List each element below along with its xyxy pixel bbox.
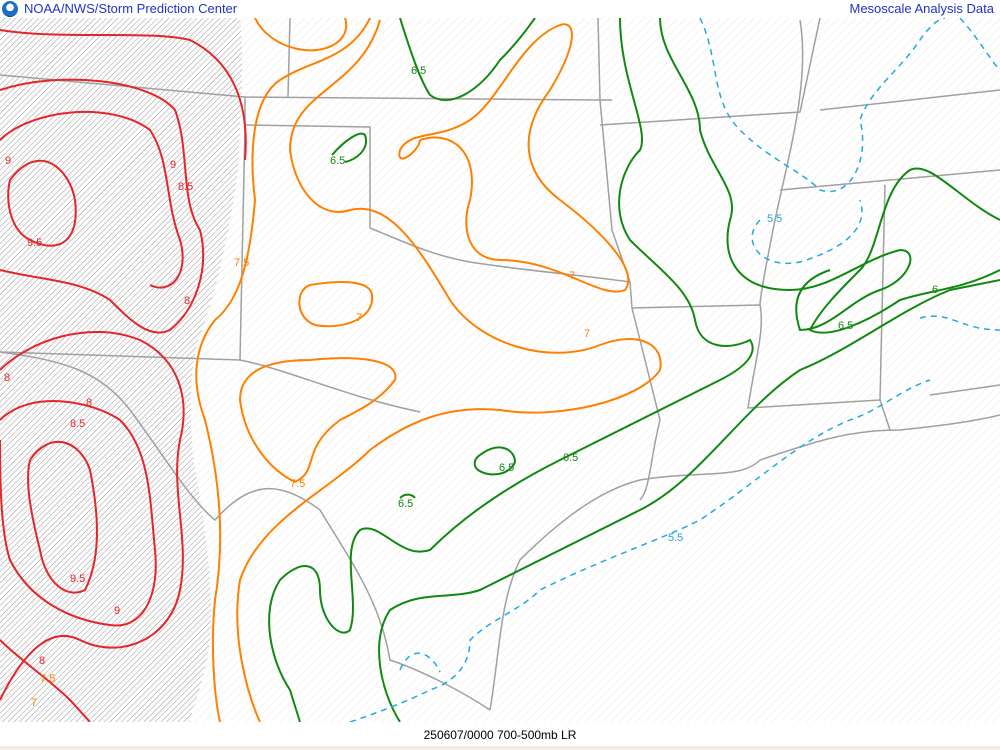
contour-label: 6.5: [398, 498, 413, 510]
contour-label: 6.5: [499, 462, 514, 474]
header: NOAA/NWS/Storm Prediction Center Mesosca…: [0, 0, 1000, 18]
contour-label: 6.5: [330, 155, 345, 167]
footer-bar: [0, 746, 1000, 750]
red-contour-labels: 9 9 8.5 9.5 8 8 8 8.5 9.5 9 8: [4, 155, 193, 667]
contour-label: 5.5: [668, 532, 683, 544]
contour-label: 8: [4, 372, 10, 384]
red-contours: [0, 29, 247, 722]
map-caption: 250607/0000 700-500mb LR: [0, 722, 1000, 746]
orange-contour-labels: 7.5 7 7.5 7 7 7 7.5: [31, 257, 590, 709]
state-borders: [0, 18, 1000, 711]
green-contours: [268, 18, 1000, 722]
contour-label: 6.5: [411, 65, 426, 77]
blue-contours: [349, 18, 1000, 722]
contour-label: 6.5: [838, 320, 853, 332]
contour-label: 6: [932, 284, 938, 296]
contour-label: 8: [86, 397, 92, 409]
contour-label: 7: [584, 328, 590, 340]
contour-label: 8.5: [70, 418, 85, 430]
contour-label: 7: [356, 312, 362, 324]
contour-label: 7.5: [290, 478, 305, 490]
contour-label: 9: [170, 159, 176, 171]
blue-contour-labels: 5.5 5.5: [668, 213, 782, 544]
lapse-rate-map: 9 9 8.5 9.5 8 8 8 8.5 9.5 9 8 7.5 7 7.5 …: [0, 18, 1000, 722]
contour-label: 6.5: [563, 452, 578, 464]
contour-label: 7: [31, 697, 37, 709]
noaa-logo: [2, 1, 18, 17]
contour-label: 5.5: [767, 213, 782, 225]
contour-label: 9: [114, 605, 120, 617]
contour-label: 8.5: [178, 181, 193, 193]
contour-label: 7.5: [40, 673, 55, 685]
header-title-right: Mesoscale Analysis Data: [849, 1, 994, 16]
orange-contours: [195, 18, 662, 722]
contour-label: 9.5: [27, 237, 42, 249]
contour-label: 7.5: [234, 257, 249, 269]
green-contour-labels: 6.5 6.5 6.5 6.5 6.5 6.5 6: [330, 65, 938, 510]
contour-label: 8: [39, 655, 45, 667]
contour-label: 8: [184, 295, 190, 307]
contour-label: 9.5: [70, 573, 85, 585]
header-title-left: NOAA/NWS/Storm Prediction Center: [24, 1, 238, 16]
contour-label: 9: [5, 155, 11, 167]
contour-label: 7: [569, 270, 575, 282]
